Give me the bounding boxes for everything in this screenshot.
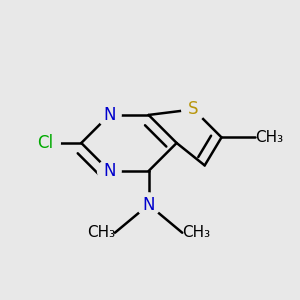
Circle shape: [29, 128, 60, 158]
Text: S: S: [188, 100, 199, 118]
Circle shape: [98, 159, 121, 183]
Text: N: N: [103, 106, 116, 124]
Text: CH₃: CH₃: [87, 225, 115, 240]
Text: CH₃: CH₃: [182, 225, 210, 240]
Text: Cl: Cl: [37, 134, 53, 152]
Circle shape: [137, 193, 160, 217]
Circle shape: [182, 98, 205, 121]
Text: N: N: [142, 196, 155, 214]
Text: N: N: [103, 162, 116, 180]
Circle shape: [98, 103, 121, 127]
Text: CH₃: CH₃: [255, 130, 283, 145]
